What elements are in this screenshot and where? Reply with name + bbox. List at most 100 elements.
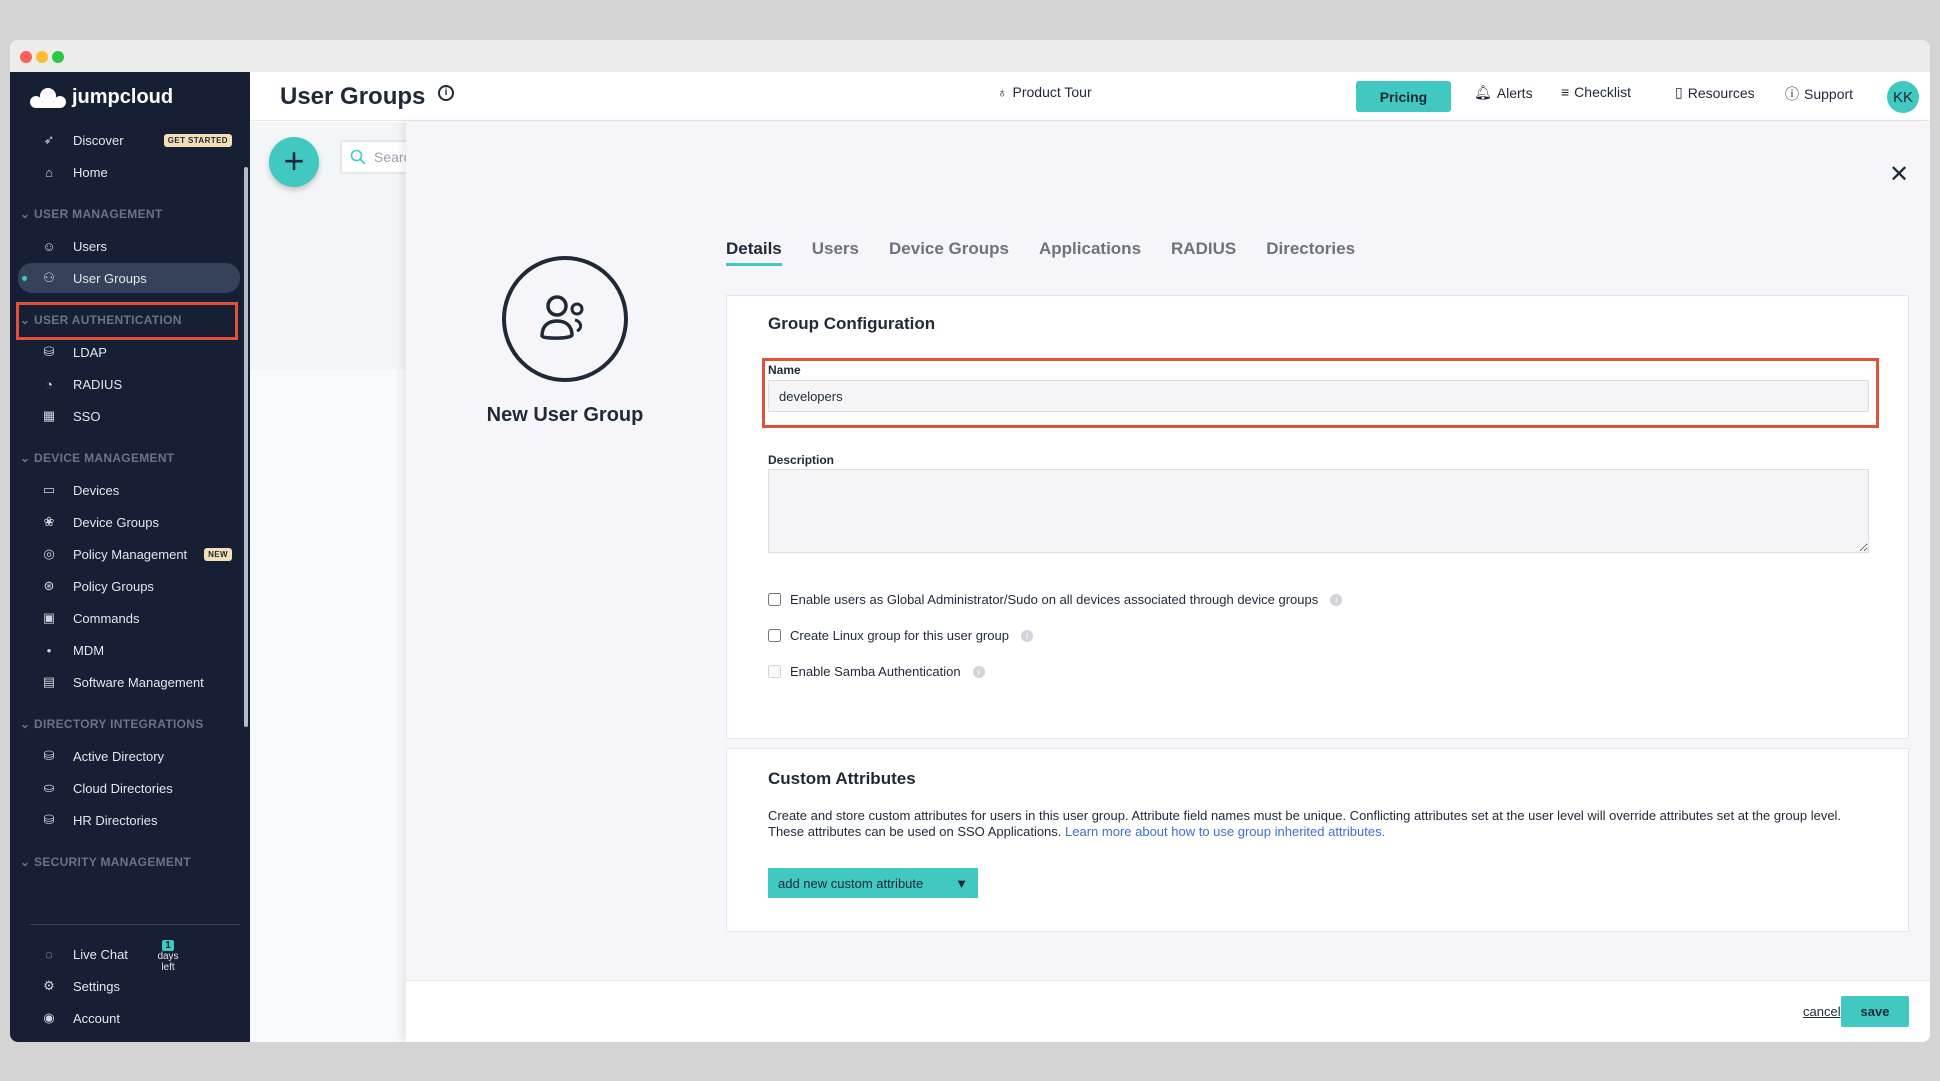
cancel-button[interactable]: cancel bbox=[1803, 1004, 1841, 1019]
sidebar-item-label: Software Management bbox=[73, 674, 204, 690]
resources-link[interactable]: ▯ Resources bbox=[1675, 84, 1755, 101]
jumpcloud-logo[interactable]: jumpcloud bbox=[28, 86, 173, 109]
description-text: Create and store custom attributes for u… bbox=[768, 808, 1842, 839]
checkbox[interactable] bbox=[768, 629, 781, 642]
sidebar-item-active-directory[interactable]: ⛁ Active Directory bbox=[30, 741, 240, 771]
add-group-button[interactable]: + bbox=[269, 137, 319, 187]
tab-bar: Details Users Device Groups Applications… bbox=[726, 239, 1355, 266]
sidebar-item-device-groups[interactable]: ❀ Device Groups bbox=[30, 507, 240, 537]
global-admin-checkbox[interactable]: Enable users as Global Administrator/Sud… bbox=[768, 592, 1343, 607]
radius-icon: ◔ bbox=[45, 376, 53, 392]
sidebar-section-user-authentication[interactable]: ⌄ USER AUTHENTICATION bbox=[20, 313, 182, 327]
checklist-link[interactable]: ≡ Checklist bbox=[1561, 84, 1631, 100]
sidebar-item-label: Users bbox=[73, 238, 107, 254]
minimize-window-button[interactable] bbox=[36, 51, 48, 63]
alerts-link[interactable]: 🔔︎ Alerts bbox=[1474, 84, 1533, 101]
sidebar-item-mdm[interactable]: • MDM bbox=[30, 635, 240, 665]
info-icon[interactable]: i bbox=[1020, 629, 1033, 642]
close-window-button[interactable] bbox=[20, 51, 32, 63]
button-label: add new custom attribute bbox=[778, 875, 924, 891]
sidebar-scrollbar[interactable] bbox=[244, 167, 248, 727]
sidebar-item-policy-management[interactable]: ◎ Policy Management NEW bbox=[30, 539, 240, 569]
section-label: DIRECTORY INTEGRATIONS bbox=[34, 717, 204, 731]
sidebar-item-cloud-directories[interactable]: ⛀ Cloud Directories bbox=[30, 773, 240, 803]
add-custom-attribute-button[interactable]: add new custom attribute ▼ bbox=[768, 868, 978, 898]
top-header: User Groups i ♁ Product Tour Pricing 🔔︎ Al… bbox=[250, 72, 1930, 121]
sidebar-item-account[interactable]: ◉ Account bbox=[30, 1003, 240, 1033]
custom-attributes-card: Custom Attributes Create and store custo… bbox=[726, 748, 1909, 932]
product-tour-link[interactable]: ♁ Product Tour bbox=[997, 84, 1092, 100]
cloud-directory-icon: ⛀ bbox=[43, 780, 55, 795]
tab-users[interactable]: Users bbox=[811, 239, 860, 258]
section-label: USER AUTHENTICATION bbox=[34, 313, 182, 327]
chat-icon: ◌ bbox=[45, 946, 53, 962]
sidebar-section-directory-integrations[interactable]: ⌄ DIRECTORY INTEGRATIONS bbox=[20, 717, 204, 731]
title-bar bbox=[10, 40, 1930, 72]
sidebar-item-ldap[interactable]: ⛁ LDAP bbox=[30, 337, 240, 367]
sidebar-item-collapse-menu[interactable]: ⊖Collapse Menu bbox=[30, 1035, 240, 1042]
section-label: DEVICE MANAGEMENT bbox=[34, 451, 175, 465]
info-icon[interactable]: i bbox=[438, 85, 454, 101]
save-button[interactable]: save bbox=[1841, 996, 1909, 1027]
checkbox-label: Enable Samba Authentication bbox=[790, 664, 961, 679]
sidebar-item-live-chat[interactable]: ◌ Live Chat bbox=[30, 939, 240, 969]
sidebar-item-label: SSO bbox=[73, 408, 101, 424]
sidebar-item-user-groups[interactable]: ⚇ User Groups bbox=[18, 263, 240, 293]
tab-device-groups[interactable]: Device Groups bbox=[889, 239, 1010, 258]
support-link[interactable]: ⓘ Support bbox=[1785, 84, 1853, 104]
sidebar-item-settings[interactable]: ⚙ Settings bbox=[30, 971, 240, 1001]
linux-group-checkbox[interactable]: Create Linux group for this user group i bbox=[768, 628, 1033, 643]
description-field[interactable] bbox=[768, 469, 1869, 553]
sidebar-item-policy-groups[interactable]: ⊛ Policy Groups bbox=[30, 571, 240, 601]
new-group-panel: ✕ New User Group Details Users Device Gr… bbox=[406, 122, 1930, 1042]
ldap-icon: ⛁ bbox=[43, 344, 55, 359]
checkbox[interactable] bbox=[768, 665, 781, 678]
sidebar: jumpcloud ➶ Discover GET STARTED ⌂ Home ⌄ USE… bbox=[10, 72, 250, 1042]
maximize-window-button[interactable] bbox=[52, 51, 64, 63]
list-icon: ≡ bbox=[1561, 84, 1570, 100]
sidebar-item-sso[interactable]: ▦ SSO bbox=[30, 401, 240, 431]
tab-applications[interactable]: Applications bbox=[1039, 239, 1142, 258]
close-icon[interactable]: ✕ bbox=[1889, 161, 1910, 188]
policy-groups-icon: ⊛ bbox=[43, 578, 55, 593]
sidebar-section-device-management[interactable]: ⌄ DEVICE MANAGEMENT bbox=[20, 451, 174, 465]
sidebar-item-devices[interactable]: ▭ Devices bbox=[30, 475, 240, 505]
sidebar-item-software-management[interactable]: ▤ Software Management bbox=[30, 667, 240, 697]
user-group-icon bbox=[540, 295, 584, 340]
chevron-down-icon: ⌄ bbox=[20, 207, 34, 221]
tab-directories[interactable]: Directories bbox=[1266, 239, 1356, 258]
sidebar-item-hr-directories[interactable]: ⛁ HR Directories bbox=[30, 805, 240, 835]
chevron-down-icon: ⌄ bbox=[20, 313, 34, 327]
tab-details[interactable]: Details bbox=[726, 239, 782, 266]
sidebar-item-label: Active Directory bbox=[73, 748, 165, 764]
highlight-annotation bbox=[16, 302, 238, 340]
sidebar-item-label: MDM bbox=[73, 642, 105, 658]
sidebar-item-discover[interactable]: ➶ Discover GET STARTED bbox=[30, 125, 240, 155]
sidebar-item-radius[interactable]: ◔ RADIUS bbox=[30, 369, 240, 399]
pricing-button[interactable]: Pricing bbox=[1356, 81, 1451, 112]
search-icon bbox=[350, 149, 366, 165]
book-icon: ▯ bbox=[1675, 84, 1683, 100]
page-title: User Groups bbox=[280, 83, 426, 110]
group-configuration-card: Group Configuration Name Description Ena… bbox=[726, 295, 1909, 739]
sidebar-item-home[interactable]: ⌂ Home bbox=[30, 157, 240, 187]
sidebar-item-label: Settings bbox=[73, 978, 120, 994]
sidebar-item-label: Commands bbox=[73, 610, 140, 626]
samba-auth-checkbox[interactable]: Enable Samba Authentication i bbox=[768, 664, 985, 679]
sidebar-item-users[interactable]: ☺ Users bbox=[30, 231, 240, 261]
trial-counter: 1 days left bbox=[150, 940, 186, 973]
trial-days-count: 1 bbox=[162, 940, 174, 951]
learn-more-link[interactable]: Learn more about how to use group inheri… bbox=[1065, 824, 1386, 839]
avatar[interactable]: KK bbox=[1887, 81, 1919, 113]
info-icon[interactable]: i bbox=[972, 665, 985, 678]
sidebar-section-security-management[interactable]: ⌄ SECURITY MANAGEMENT bbox=[20, 855, 191, 867]
sidebar-item-commands[interactable]: ▣ Commands bbox=[30, 603, 240, 633]
name-field[interactable] bbox=[768, 380, 1869, 412]
section-label: USER MANAGEMENT bbox=[34, 207, 163, 221]
info-icon[interactable]: i bbox=[1330, 593, 1343, 606]
checkbox[interactable] bbox=[768, 593, 781, 606]
sidebar-section-user-management[interactable]: ⌄ USER MANAGEMENT bbox=[20, 207, 163, 221]
tab-radius[interactable]: RADIUS bbox=[1171, 239, 1237, 258]
account-icon: ◉ bbox=[43, 1010, 55, 1025]
chevron-down-icon: ⌄ bbox=[20, 451, 34, 465]
